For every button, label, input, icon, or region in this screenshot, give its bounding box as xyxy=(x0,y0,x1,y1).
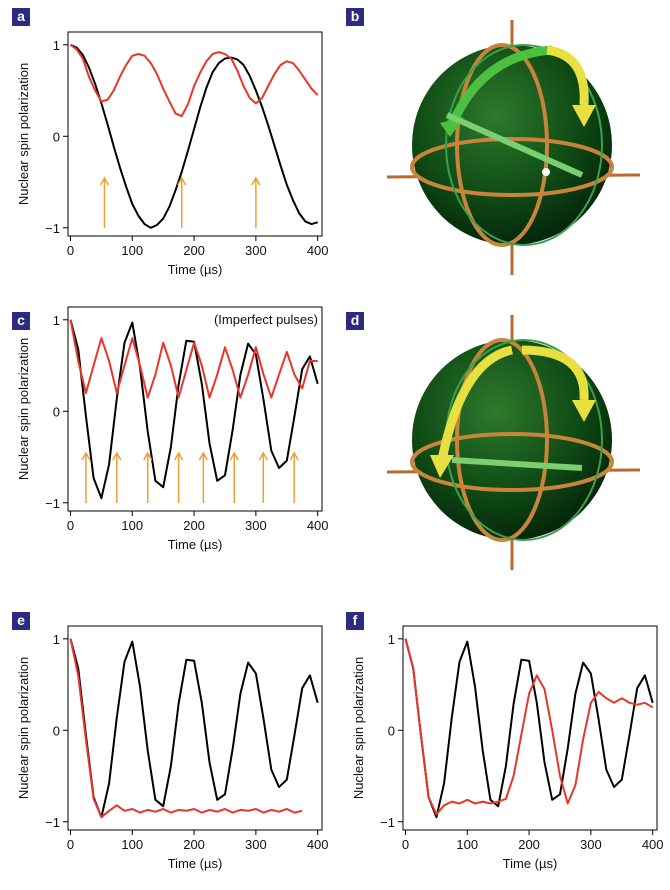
data-line xyxy=(69,43,319,118)
x-tick-label: 300 xyxy=(245,837,267,852)
panel-badge xyxy=(12,312,30,330)
y-axis-title: Nuclear spin polarization xyxy=(16,657,31,799)
pulse-arrow xyxy=(143,451,153,503)
data-line xyxy=(69,319,318,399)
x-tick-label: 0 xyxy=(67,243,74,258)
pulse-arrow xyxy=(177,176,187,228)
data-line xyxy=(69,638,319,819)
y-tick-label: −1 xyxy=(45,815,60,830)
plot-frame xyxy=(67,625,323,831)
x-axis-title: Time (µs) xyxy=(503,856,558,871)
sphere-b xyxy=(386,20,641,275)
panel-badge xyxy=(12,612,30,630)
x-tick-label: 400 xyxy=(307,243,329,258)
panel-badge xyxy=(346,8,364,26)
x-axis-title: Time (µs) xyxy=(168,537,223,552)
pulse-arrow xyxy=(99,176,110,228)
plot-frame xyxy=(67,31,323,237)
y-tick-label: 1 xyxy=(53,632,60,647)
panel-badge xyxy=(346,312,364,330)
data-line xyxy=(404,638,654,819)
plot-frame xyxy=(402,625,658,831)
y-tick-label: 0 xyxy=(53,723,60,738)
y-tick-label: −1 xyxy=(380,815,395,830)
x-tick-label: 100 xyxy=(456,837,478,852)
x-tick-label: 200 xyxy=(183,518,205,533)
x-tick-label: 200 xyxy=(518,837,540,852)
panel-letter: b xyxy=(351,8,360,24)
x-tick-label: 200 xyxy=(183,837,205,852)
y-axis-title: Nuclear spin polarization xyxy=(16,338,31,480)
y-tick-label: −1 xyxy=(45,221,60,236)
sphere-d xyxy=(386,315,641,570)
x-tick-label: 100 xyxy=(121,837,143,852)
pulse-arrow xyxy=(251,176,261,228)
annotation: (Imperfect pulses) xyxy=(214,312,318,327)
pulse-arrow xyxy=(112,451,122,503)
panel-letter: d xyxy=(351,312,360,328)
pulse-arrow xyxy=(81,451,91,503)
panel-badge xyxy=(12,8,30,26)
y-axis-title: Nuclear spin polarization xyxy=(16,63,31,205)
panel-letter: a xyxy=(17,8,25,24)
y-axis-title: Nuclear spin polarization xyxy=(351,657,366,799)
x-tick-label: 200 xyxy=(183,243,205,258)
y-tick-label: 0 xyxy=(53,404,60,419)
data-line xyxy=(69,638,303,819)
pulse-arrow xyxy=(198,451,208,503)
pulse-arrow xyxy=(289,451,299,503)
panel-letter: f xyxy=(353,612,358,628)
x-tick-label: 400 xyxy=(307,837,329,852)
data-line xyxy=(404,638,654,816)
x-tick-label: 0 xyxy=(67,518,74,533)
panel-badge xyxy=(346,612,364,630)
panel-letter: c xyxy=(17,312,25,328)
pulse-arrow xyxy=(229,451,239,503)
x-tick-label: 0 xyxy=(67,837,74,852)
x-tick-label: 300 xyxy=(245,243,267,258)
y-tick-label: −1 xyxy=(45,496,60,511)
data-line xyxy=(69,319,319,500)
x-tick-label: 300 xyxy=(580,837,602,852)
y-tick-label: 1 xyxy=(53,313,60,328)
data-line xyxy=(70,43,318,229)
y-tick-label: 1 xyxy=(53,38,60,53)
panel-letter: e xyxy=(17,612,25,628)
pulse-arrow xyxy=(173,451,184,503)
y-tick-label: 1 xyxy=(388,632,395,647)
x-tick-label: 100 xyxy=(121,518,143,533)
pulse-arrow xyxy=(258,451,268,503)
x-tick-label: 400 xyxy=(307,518,329,533)
x-axis-title: Time (µs) xyxy=(168,856,223,871)
x-tick-label: 400 xyxy=(642,837,664,852)
plot-frame xyxy=(67,306,323,512)
y-tick-label: 0 xyxy=(53,129,60,144)
x-tick-label: 300 xyxy=(245,518,267,533)
x-axis-title: Time (µs) xyxy=(168,262,223,277)
x-tick-label: 100 xyxy=(121,243,143,258)
x-tick-label: 0 xyxy=(402,837,409,852)
y-tick-label: 0 xyxy=(388,723,395,738)
